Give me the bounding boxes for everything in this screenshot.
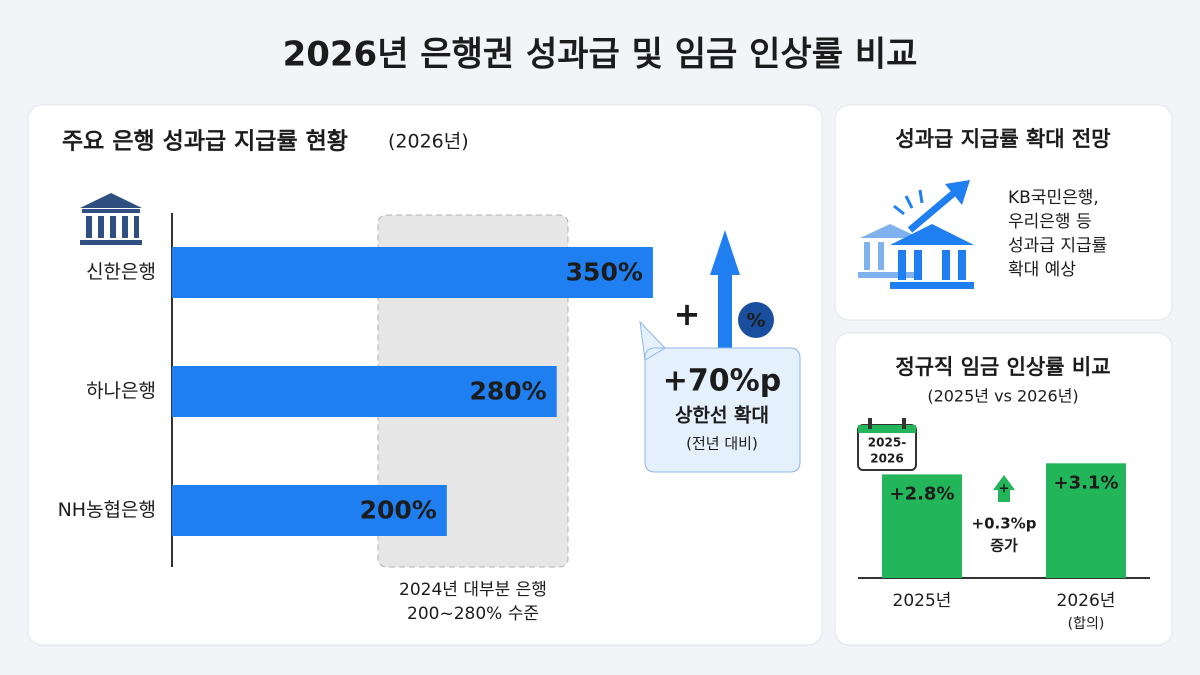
page-title: 2026년 은행권 성과급 및 임금 인상률 비교 (283, 35, 918, 75)
panel-title: 성과급 지급률 확대 전망 (895, 127, 1110, 151)
category-label: 하나은행 (86, 380, 156, 402)
bar (882, 474, 962, 578)
value-label: +3.1% (1053, 472, 1118, 493)
bar (172, 247, 653, 298)
up-arrow (710, 230, 740, 350)
calendar-label: 2026 (870, 452, 903, 466)
category-note: (합의) (1068, 616, 1105, 632)
value-label: 280% (469, 377, 546, 406)
callout-note: (전년 대비) (686, 435, 758, 453)
bar (172, 485, 447, 536)
bar (172, 366, 557, 417)
chart-title: 주요 은행 성과급 지급률 현황 (62, 129, 348, 155)
change-value: +0.3%p (972, 515, 1037, 533)
band-label: 200~280% 수준 (407, 604, 539, 624)
category-label: NH농협은행 (58, 499, 156, 521)
bar (1046, 463, 1126, 578)
change-arrow (993, 475, 1015, 502)
outlook-line: 확대 예상 (1008, 260, 1076, 280)
badge (738, 302, 774, 338)
callout-box (639, 320, 801, 473)
category-label: 2025년 (893, 591, 952, 611)
callout-value: +70%p (663, 364, 781, 399)
bank-icon (80, 193, 142, 245)
calendar-icon (857, 418, 917, 471)
chart-title-note: (2026년) (388, 131, 469, 153)
outlook-line: 우리은행 등 (1008, 212, 1092, 232)
change-label: 증가 (990, 537, 1018, 555)
category-label: 신한은행 (86, 261, 156, 283)
change-plus: + (999, 482, 1010, 497)
plus-icon: + (674, 295, 701, 333)
callout-label: 상한선 확대 (675, 404, 769, 427)
calendar-label: 2025- (868, 436, 906, 450)
outlook-line: KB국민은행, (1008, 188, 1099, 208)
badge-label: % (746, 310, 765, 332)
chart-title: 정규직 임금 인상률 비교 (895, 355, 1110, 379)
outlook-line: 성과급 지급률 (1008, 236, 1107, 256)
chart-subtitle: (2025년 vs 2026년) (927, 387, 1078, 406)
category-label: 2026년 (1057, 591, 1116, 611)
outlook-icon (858, 180, 974, 289)
band-label: 2024년 대부분 은행 (399, 580, 547, 600)
value-label: 350% (566, 258, 643, 287)
value-label: +2.8% (889, 483, 954, 504)
callout: + % +70%p 상한선 확대 (전년 대비) (639, 230, 801, 473)
value-label: 200% (360, 496, 437, 525)
